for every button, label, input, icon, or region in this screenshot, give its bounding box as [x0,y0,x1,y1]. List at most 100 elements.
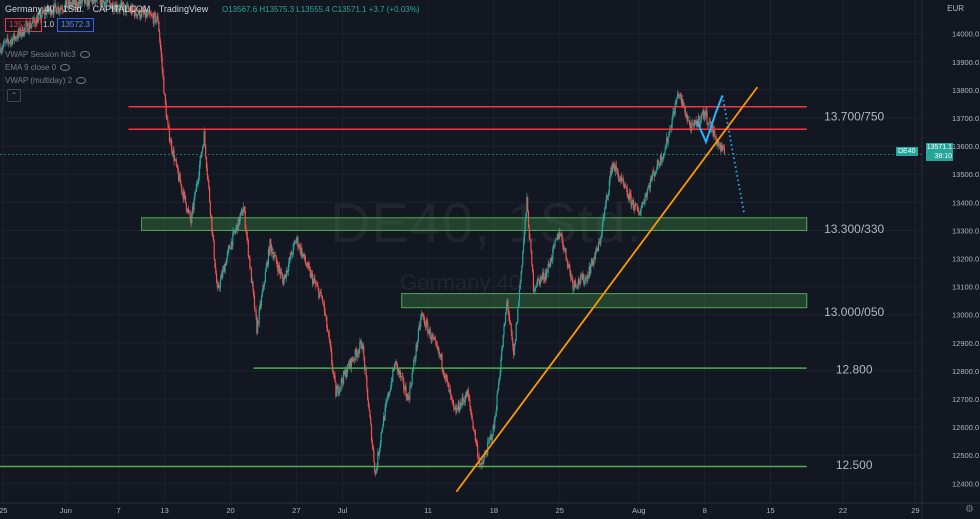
candle-body [184,195,187,203]
candle-body [305,260,307,264]
candle-body [429,329,431,339]
collapse-indicators-icon[interactable]: ⌃ [7,89,21,102]
candle-body [467,389,469,397]
candle-body [116,4,118,10]
candle-body [39,11,41,14]
candle-body [157,16,159,22]
candle-body [566,257,568,261]
x-tick-label: 11 [424,506,432,515]
candle-body [709,120,711,122]
candle-body [132,10,135,11]
indicator-vwap-session[interactable]: VWAP Session hlc3 [5,50,90,59]
symbol-header[interactable]: Germany 40 1Std. CAPITALCOM TradingView [5,4,214,14]
gear-icon[interactable]: ⚙ [965,504,974,515]
candle-body [72,0,74,3]
candle-body [704,111,706,119]
candle-body [628,196,630,201]
candle-body [552,244,555,248]
candle-body [351,357,353,361]
candle-body [111,2,113,6]
candle-body [502,334,504,347]
candle-body [459,409,461,411]
candle-body [455,408,457,413]
candle-body [611,163,614,173]
y-tick-label: 12400.0 [952,479,979,488]
candle-body [567,264,569,268]
candle-body [674,103,676,115]
eye-icon[interactable] [76,77,87,85]
candle-body [452,399,454,403]
candle-body [331,351,333,364]
candle-body [26,23,28,24]
candle-body [465,391,467,399]
candle-body [168,127,171,142]
candle-body [600,236,602,243]
candle-body [194,191,196,200]
candle-body [556,239,558,241]
candle-body [576,286,578,288]
eye-icon[interactable] [60,64,71,72]
candle-body [646,190,648,197]
candle-body [222,269,224,278]
candle-body [689,120,691,126]
sell-button[interactable]: 13571.3 [5,18,42,32]
indicator-ema[interactable]: EMA 9 close 0 [5,63,71,72]
candle-body [382,426,384,430]
candle-body [237,217,239,231]
candle-body [359,341,361,349]
candle-body [539,277,542,285]
buy-button[interactable]: 13572.3 [57,18,94,32]
candle-body [401,376,403,378]
candle-body [374,471,376,474]
candle-body [723,147,726,154]
eye-icon[interactable] [79,51,90,59]
candle-body [177,165,179,173]
candle-body [181,191,184,193]
candle-body [214,258,216,268]
candle-body [34,20,36,24]
candle-body [1,48,3,50]
candle-body [139,9,141,18]
candle-body [0,47,2,53]
candle-body [73,0,75,5]
candle-body [255,309,257,318]
candle-body [594,257,596,259]
level-label: 13.000/050 [824,305,884,319]
quantity-field[interactable]: 1.0 [43,20,55,29]
candle-body [18,30,20,35]
candle-body [714,130,716,137]
candle-body [41,10,43,17]
candle-body [602,218,604,224]
candle-body [167,120,169,126]
candle-body [562,240,564,247]
candle-body [579,282,581,284]
candle-body [430,338,432,340]
candle-body [318,288,320,298]
candle-body [12,33,15,39]
candle-body [207,175,209,181]
candle-body [296,237,298,239]
x-tick-label: 13 [160,506,168,515]
candle-body [708,120,710,125]
indicator-vwap-multiday[interactable]: VWAP (multiday) 2 [5,76,87,85]
candle-body [63,9,65,11]
candle-body [189,212,191,219]
candle-body [243,207,245,213]
candle-body [267,261,269,265]
candle-body [682,99,684,107]
candle-body [658,164,660,166]
candle-body [652,171,655,173]
candle-body [487,440,490,442]
trendline [455,86,759,493]
candle-body [631,200,633,205]
candle-body [687,120,690,122]
candle-body [68,0,70,6]
candle-body [380,432,382,443]
candle-body [554,240,556,246]
candle-body [65,0,67,5]
candle-body [50,7,52,16]
y-tick-label: 13400.0 [952,198,979,207]
candle-body [291,254,294,255]
